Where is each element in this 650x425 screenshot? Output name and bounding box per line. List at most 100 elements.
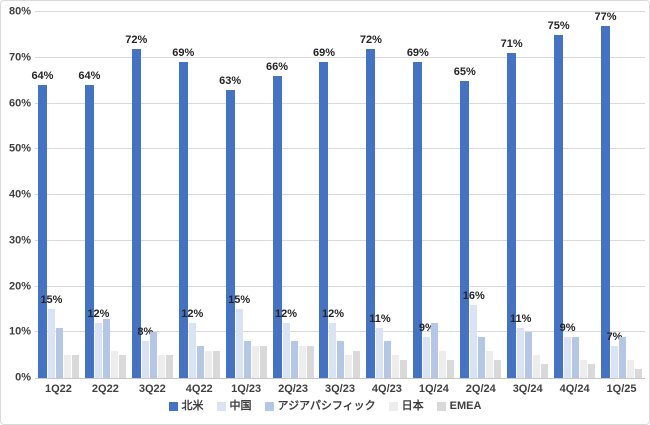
bar: 16% xyxy=(463,290,485,378)
gridline xyxy=(35,331,645,333)
bar xyxy=(196,345,204,378)
bar xyxy=(392,355,400,378)
y-axis: 0% 10% 20% 30% 40% 50% 60% 70% 80% xyxy=(1,6,31,383)
bar xyxy=(118,355,126,378)
data-label: 15% xyxy=(40,294,63,307)
bar xyxy=(259,345,267,378)
bar: 15% xyxy=(40,295,62,378)
bar xyxy=(149,332,157,378)
bar-group: 71% 11% xyxy=(501,12,551,378)
gridline xyxy=(35,285,645,287)
bar xyxy=(439,350,447,378)
bar xyxy=(572,336,580,378)
bar xyxy=(102,318,110,378)
plot-area: 64% 15% 64% 12% 72% 8% 69% 12% 63% 15% 66% 12% 69% 12… xyxy=(31,10,645,379)
legend-label: 日本 xyxy=(401,400,424,412)
bar xyxy=(337,341,345,378)
bar: 69% xyxy=(313,48,335,378)
data-label: 72% xyxy=(359,33,382,46)
bar: 72% xyxy=(125,34,147,378)
legend-item: EMEA xyxy=(436,401,481,412)
x-axis-label: 1Q/25 xyxy=(606,383,637,395)
x-axis-label: 2Q22 xyxy=(91,383,119,395)
data-label: 8% xyxy=(137,326,154,339)
data-label: 72% xyxy=(125,33,148,46)
bar xyxy=(533,355,541,378)
data-label: 64% xyxy=(31,70,54,83)
data-label: 11% xyxy=(509,312,532,325)
bar: 64% xyxy=(78,71,100,378)
data-label: 12% xyxy=(87,308,110,321)
bar xyxy=(588,364,596,378)
legend-marker xyxy=(388,402,398,411)
y-axis-tick-label: 0% xyxy=(15,371,31,384)
bar: 75% xyxy=(548,20,570,378)
bar xyxy=(306,345,314,378)
data-label: 15% xyxy=(228,294,251,307)
data-label: 77% xyxy=(594,10,617,23)
bar xyxy=(298,345,306,378)
bar-group: 66% 12% xyxy=(266,12,317,378)
bar: 12% xyxy=(322,309,344,378)
legend-marker xyxy=(216,402,226,411)
bar xyxy=(71,355,79,378)
bar xyxy=(55,327,63,378)
bar-group: 65% 16% xyxy=(453,12,504,378)
bar: 11% xyxy=(510,313,531,378)
x-axis-label: 1Q22 xyxy=(45,383,72,395)
bar: 12% xyxy=(87,309,109,378)
bar xyxy=(525,332,533,378)
data-label: 71% xyxy=(500,38,523,51)
x-axis-label: 2Q/23 xyxy=(278,383,309,395)
y-axis-tick-label: 60% xyxy=(8,97,31,109)
bar-group: 69% 12% xyxy=(313,12,364,378)
bar xyxy=(212,350,220,378)
bar: 8% xyxy=(137,327,153,378)
bar: 71% xyxy=(501,39,523,378)
bar: 69% xyxy=(172,48,194,378)
legend-item: 中国 xyxy=(216,401,252,412)
bar-group: 77% 7% xyxy=(594,10,645,378)
bar xyxy=(110,350,118,378)
x-axis-label: 4Q/23 xyxy=(371,383,402,395)
gridline xyxy=(35,148,645,150)
bar xyxy=(541,364,549,378)
data-label: 7% xyxy=(606,330,623,343)
bar xyxy=(494,359,502,378)
bar xyxy=(400,359,408,378)
bar xyxy=(447,359,455,378)
bar-group: 64% 12% xyxy=(78,12,129,378)
bar: 72% xyxy=(360,34,382,378)
bar-group: 64% 15% xyxy=(31,12,82,378)
gridline xyxy=(35,56,645,58)
bar-group: 72% 11% xyxy=(360,12,410,378)
legend-label: 北米 xyxy=(181,400,204,412)
data-label: 69% xyxy=(312,47,335,60)
bar-group: 75% 9% xyxy=(548,12,598,378)
bar: 9% xyxy=(560,322,576,378)
bar-group: 63% 15% xyxy=(219,12,270,378)
data-label: 11% xyxy=(369,312,391,325)
data-label: 9% xyxy=(559,321,576,334)
bar xyxy=(384,341,392,378)
x-axis-label: 1Q/24 xyxy=(418,383,449,395)
bar xyxy=(345,355,353,378)
gridline xyxy=(35,194,645,195)
y-axis-tick-label: 50% xyxy=(8,142,31,155)
x-axis: 1Q22 2Q22 3Q22 4Q22 1Q/23 2Q/23 3Q/23 4Q/23 1Q/2… xyxy=(35,383,645,395)
bar xyxy=(627,359,635,378)
legend-marker xyxy=(168,402,178,411)
bar: 11% xyxy=(369,313,391,378)
data-label: 65% xyxy=(453,65,476,78)
data-label: 75% xyxy=(547,19,570,32)
bar xyxy=(478,336,486,378)
bar xyxy=(635,368,643,378)
y-axis-tick-label: 70% xyxy=(8,51,31,64)
bar xyxy=(165,355,173,378)
x-axis-label: 4Q22 xyxy=(185,383,213,395)
legend-marker xyxy=(264,402,274,411)
bar xyxy=(431,323,439,378)
bar xyxy=(619,336,627,378)
y-axis-tick-label: 30% xyxy=(8,234,31,247)
x-axis-label: 3Q/23 xyxy=(325,383,355,395)
